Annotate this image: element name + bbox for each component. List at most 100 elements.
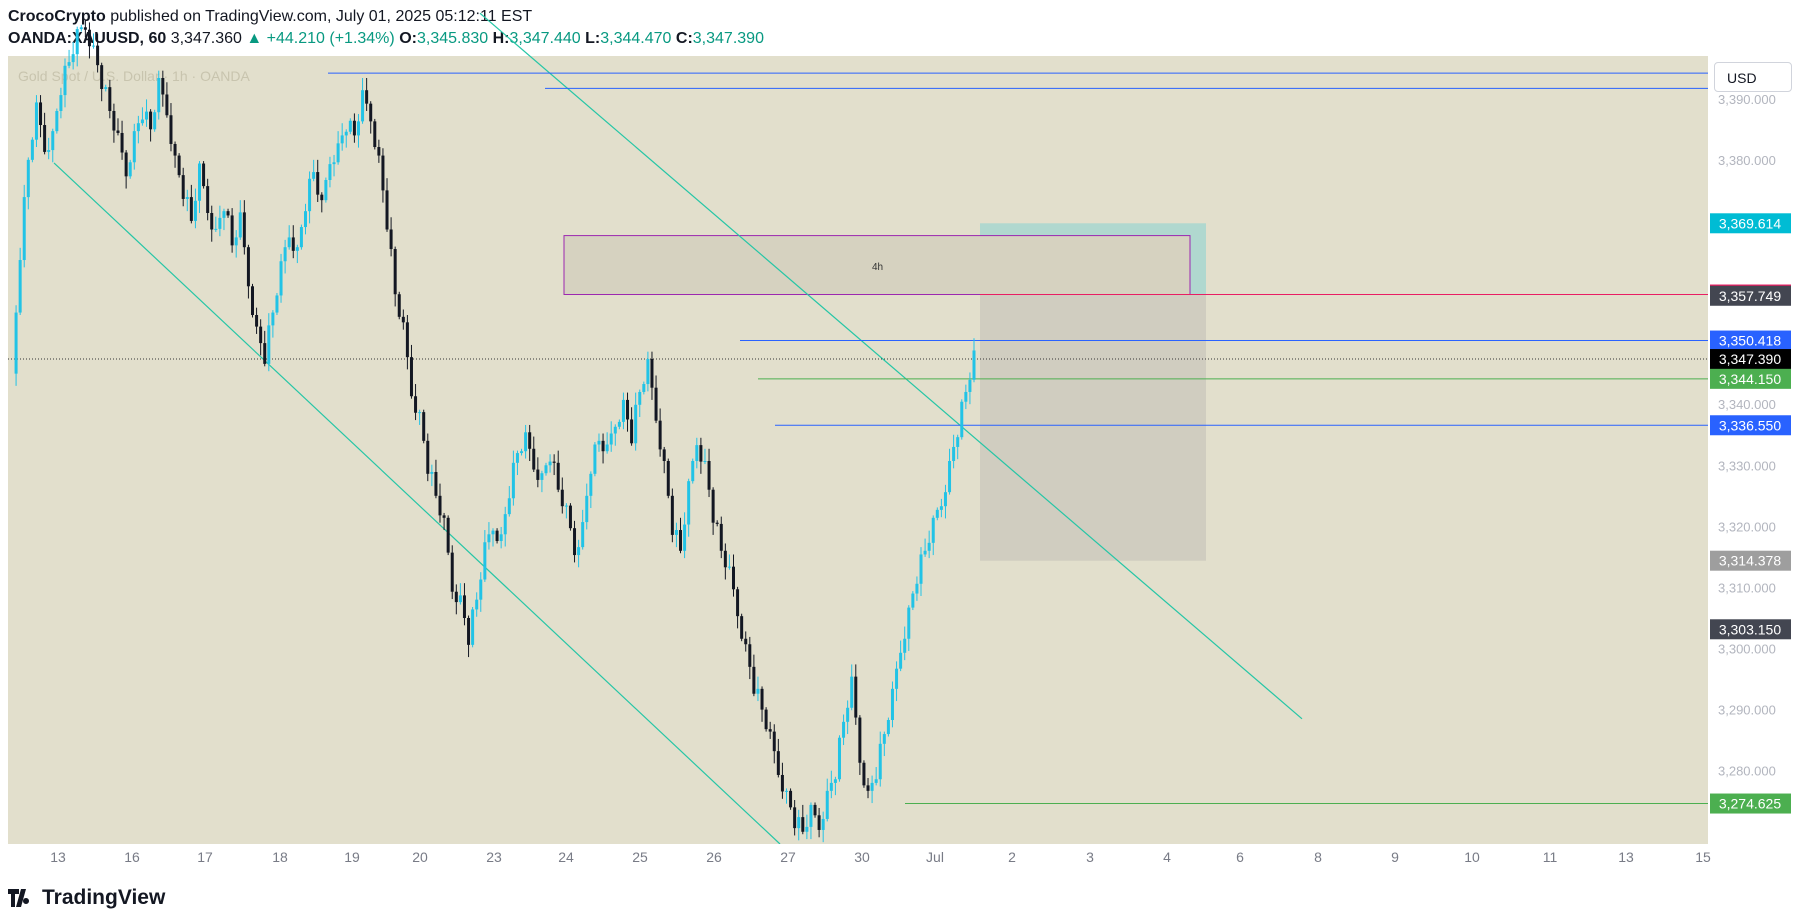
candle-body <box>381 155 385 191</box>
price-tick-label: 3,340.000 <box>1718 397 1776 412</box>
candle-body <box>136 123 140 132</box>
candle-body <box>267 325 271 364</box>
candle-body <box>699 445 703 462</box>
candle-body <box>923 550 927 555</box>
candle-body <box>964 391 968 402</box>
candle-body <box>605 444 609 452</box>
candle-body <box>886 719 890 735</box>
candle-body <box>540 473 544 480</box>
candle-body <box>14 312 18 374</box>
candle-body <box>911 593 915 608</box>
candle-body <box>943 492 947 507</box>
candle-body <box>365 90 369 104</box>
candle-body <box>226 211 230 216</box>
candle-body <box>369 103 373 122</box>
candle-body <box>679 530 683 551</box>
time-tick-label: 19 <box>344 849 360 865</box>
candle-body <box>328 164 332 181</box>
currency-button[interactable]: USD <box>1714 62 1792 92</box>
candle-body <box>487 534 491 543</box>
candle-body <box>332 162 336 165</box>
zone-label: 4h <box>872 262 883 273</box>
price-axis[interactable]: 3,390.000 3,380.000 3,340.000 3,330.000 3,32… <box>1718 92 1776 779</box>
candle-body <box>858 717 862 763</box>
candle-body <box>801 817 805 832</box>
candle-body <box>666 460 670 496</box>
candle-body <box>626 399 630 420</box>
low-label: L: <box>585 30 601 47</box>
candle-body <box>18 260 22 313</box>
candle-body <box>833 779 837 783</box>
candle-body <box>617 421 621 427</box>
candle-body <box>316 172 320 195</box>
candle-body <box>87 29 91 47</box>
candle-body <box>532 448 536 470</box>
time-tick-label: 9 <box>1391 849 1399 865</box>
candle-body <box>181 175 185 199</box>
candle-body <box>609 433 613 445</box>
symbol-label[interactable]: OANDA:XAUUSD, 60 <box>8 30 167 47</box>
drawing-zones: 4h <box>563 223 1206 561</box>
candle-body <box>291 237 295 251</box>
candle-body <box>503 514 507 535</box>
candle-body <box>895 668 899 689</box>
upper-channel-line <box>479 12 1303 720</box>
candle-body <box>214 228 218 230</box>
candle-body <box>454 591 458 603</box>
candle-body <box>593 444 597 474</box>
candle-body <box>581 522 585 548</box>
candle-body <box>919 554 923 584</box>
candle-body <box>711 489 715 523</box>
price-label-text: 3,336.550 <box>1719 417 1781 433</box>
candle-body <box>426 440 430 474</box>
candle-body <box>915 583 919 594</box>
candle-body <box>601 440 605 452</box>
candle-body <box>75 29 79 55</box>
candle-body <box>483 542 487 580</box>
candle-body <box>434 471 438 496</box>
time-axis[interactable]: 13 16 17 18 19 20 23 24 25 26 27 30 Jul 2 3 4 6 8 9 10 11 13 1… <box>50 849 1711 865</box>
candle-body <box>939 506 943 510</box>
candles <box>14 19 976 843</box>
candle-body <box>356 121 360 136</box>
candle-body <box>251 286 254 316</box>
candle-body <box>59 95 63 111</box>
candle-body <box>352 120 356 136</box>
candle-body <box>71 54 75 63</box>
candle-body <box>92 45 96 47</box>
candle-body <box>430 471 434 474</box>
candle-body <box>397 294 401 317</box>
footer-brand[interactable]: TradingView <box>8 886 165 910</box>
candle-body <box>165 94 169 116</box>
candle-body <box>817 815 821 830</box>
candle-body <box>149 111 153 130</box>
plot-background <box>8 56 1708 876</box>
price-axis-background <box>1708 56 1799 876</box>
candle-body <box>789 790 793 808</box>
candle-body <box>776 751 780 775</box>
candle-body <box>528 432 532 449</box>
open-value: 3,345.830 <box>416 30 489 47</box>
candle-body <box>491 530 495 535</box>
candle-body <box>760 688 764 710</box>
candle-body <box>242 212 246 248</box>
candle-body <box>784 790 788 792</box>
candle-body <box>687 481 691 525</box>
candle-body <box>870 782 874 791</box>
candle-body <box>145 111 149 120</box>
candle-body <box>752 666 756 694</box>
candle-body <box>238 212 242 238</box>
author-name[interactable]: CrocoCrypto <box>8 8 106 25</box>
high-value: 3,347.440 <box>509 30 581 47</box>
horizontal-levels <box>8 72 1708 805</box>
candle-body <box>161 77 165 95</box>
candle-body <box>952 446 956 461</box>
price-label-tag <box>1710 330 1791 351</box>
symbol-watermark: Gold Spot / U.S. Dollar · 1h · OANDA <box>18 68 251 84</box>
price-tick-label: 3,380.000 <box>1718 153 1776 168</box>
candle-body <box>837 737 841 780</box>
candle-body <box>520 451 524 454</box>
low-value: 3,344.470 <box>600 30 672 47</box>
candle-body <box>124 152 128 177</box>
